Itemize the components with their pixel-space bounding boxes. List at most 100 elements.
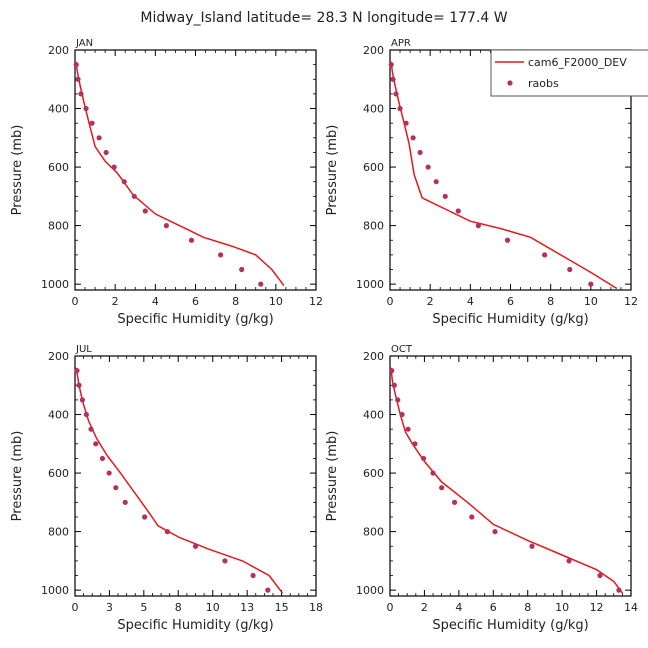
x-tick-label: 8 [175,601,182,614]
raobs-point [430,470,436,476]
raobs-point [439,485,445,491]
y-tick-label: 200 [48,350,69,363]
raobs-point [113,485,119,491]
x-tick-label: 3 [106,601,113,614]
x-tick-label: 10 [584,295,598,308]
raobs-point [455,208,461,214]
y-tick-label: 600 [363,467,384,480]
x-axis-label: Specific Humidity (g/kg) [432,312,588,327]
panel-oct: OCT 0 2 4 6 8 10 12 14 200 400 600 800 1000 Specific H… [325,344,638,633]
panel-label: JUL [75,344,92,355]
y-tick-label: 1000 [356,584,384,597]
raobs-point [163,223,169,229]
y-tick-label: 800 [363,220,384,233]
panel-label: JAN [75,38,93,49]
raobs-point [222,558,228,564]
x-tick-label: 5 [140,601,147,614]
raobs-point [475,223,481,229]
panel-jan: JAN 0 2 4 6 8 10 12 200 400 600 800 1000 Specific Hum… [10,38,323,327]
raobs-point [78,91,84,97]
x-tick-label: 12 [590,601,604,614]
y-tick-label: 400 [363,409,384,422]
raobs-point [492,529,498,535]
raobs-point [122,499,128,505]
raobs-point [265,587,271,593]
legend-label-obs: raobs [528,77,559,90]
raobs-point [74,368,80,374]
x-tick-label: 15 [275,601,289,614]
raobs-point [433,179,439,185]
raobs-point [588,281,594,287]
y-tick-label: 800 [363,526,384,539]
raobs-point [469,514,475,520]
raobs-point [142,514,148,520]
y-tick-label: 600 [48,161,69,174]
raobs-point [142,208,148,214]
raobs-point [420,455,427,462]
y-axis-label: Pressure (mb) [10,431,25,522]
y-tick-label: 1000 [41,278,69,291]
raobs-point [218,252,224,258]
raobs-point [79,397,85,403]
x-tick-label: 10 [555,601,569,614]
raobs-point [504,237,511,243]
panel-jul: JUL 0 3 5 8 10 13 15 18 200 400 600 800 1000 Specific … [10,344,323,633]
raobs-point [412,441,418,447]
y-axis-label: Pressure (mb) [325,431,340,522]
raobs-point [417,149,423,156]
x-tick-label: 4 [152,295,159,308]
y-tick-label: 200 [363,44,384,57]
raobs-point [388,62,394,68]
legend-label-model: cam6_F2000_DEV [528,56,627,69]
x-tick-label: 10 [206,601,220,614]
x-tick-label: 6 [490,601,497,614]
raobs-point [393,91,399,97]
series-line-cam6 [75,367,284,594]
legend-marker-swatch [507,80,513,86]
raobs-point [403,120,409,126]
raobs-point [451,499,458,505]
y-tick-label: 400 [363,103,384,116]
series-line-cam6 [390,367,624,594]
x-axis-label: Specific Humidity (g/kg) [432,618,588,633]
raobs-point [389,368,395,374]
raobs-point [99,455,106,462]
x-tick-label: 2 [112,295,119,308]
x-tick-label: 6 [507,295,514,308]
raobs-point [192,543,199,549]
figure-title: Midway_Island latitude= 28.3 N longitude… [140,10,507,26]
y-axis-label: Pressure (mb) [10,125,25,216]
raobs-point [529,543,535,549]
y-tick-label: 400 [48,103,69,116]
y-tick-label: 800 [48,526,69,539]
raobs-point [250,572,256,579]
x-tick-label: 13 [240,601,254,614]
x-tick-label: 8 [232,295,239,308]
raobs-point [83,105,89,112]
panel-label: OCT [391,344,413,355]
x-axis-label: Specific Humidity (g/kg) [117,618,273,633]
raobs-point [616,587,622,593]
raobs-point [103,149,109,156]
raobs-point [405,426,411,432]
raobs-point [425,164,431,170]
raobs-point [89,120,95,126]
y-tick-label: 200 [363,350,384,363]
x-tick-label: 8 [547,295,554,308]
raobs-point [88,426,94,432]
raobs-point [239,266,245,273]
raobs-point [410,135,416,141]
raobs-point [597,572,603,579]
x-tick-label: 8 [524,601,531,614]
raobs-point [121,179,127,185]
x-tick-label: 4 [467,295,474,308]
y-tick-label: 200 [48,44,69,57]
legend-box [490,49,648,97]
raobs-point [131,193,137,199]
x-tick-label: 4 [455,601,462,614]
y-tick-label: 600 [48,467,69,480]
raobs-point [399,411,405,418]
